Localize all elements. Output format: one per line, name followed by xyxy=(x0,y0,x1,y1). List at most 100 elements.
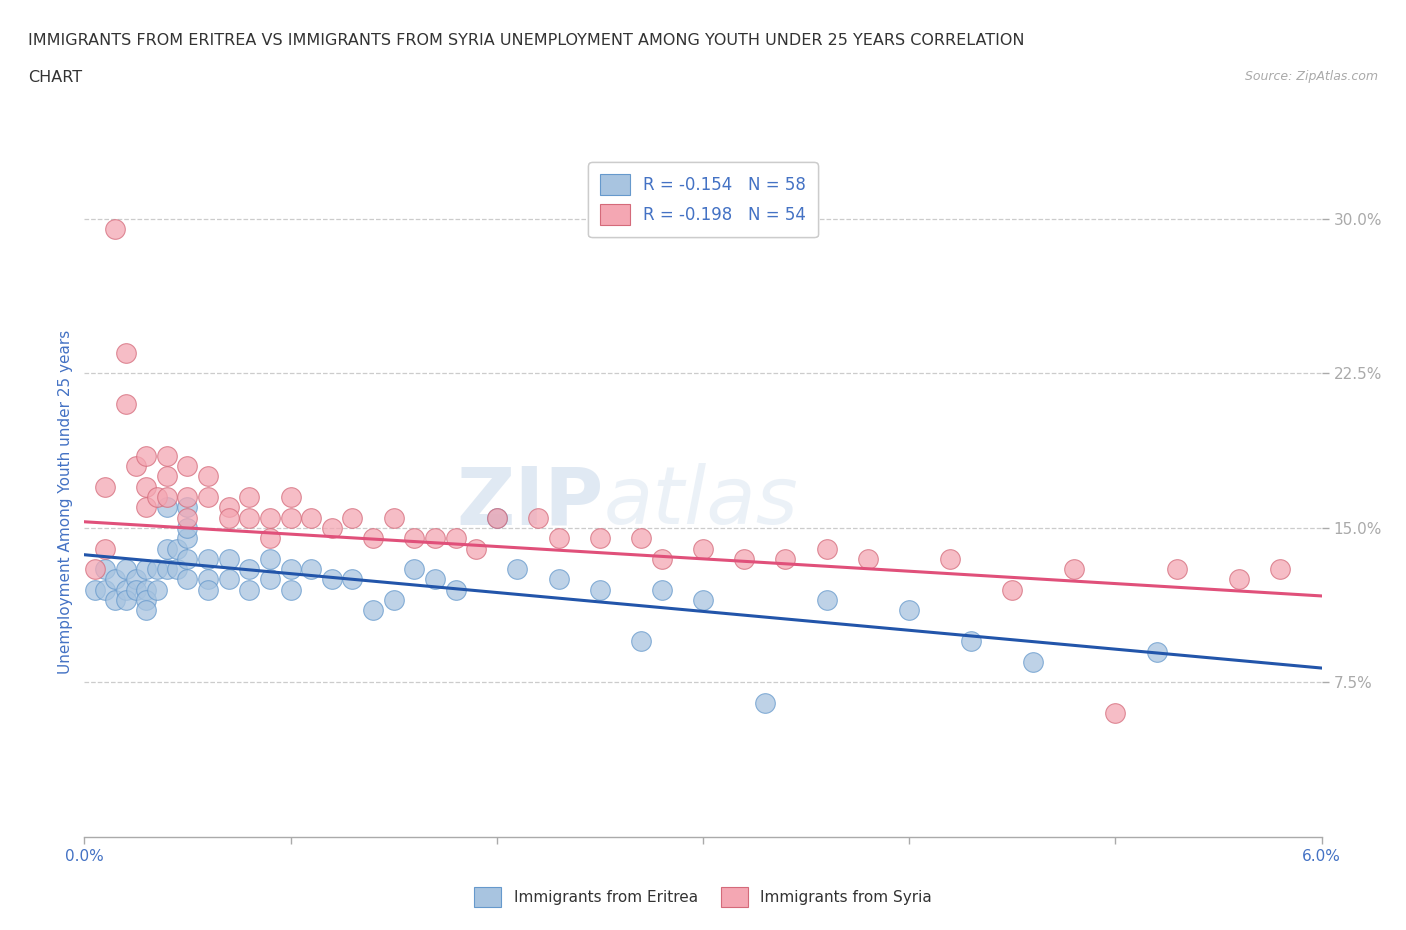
Point xyxy=(156,469,179,484)
Point xyxy=(960,634,983,649)
Point xyxy=(176,531,198,546)
Point xyxy=(547,572,569,587)
Point xyxy=(94,479,117,494)
Point xyxy=(135,592,157,607)
Point xyxy=(856,551,879,566)
Point xyxy=(135,448,157,463)
Point xyxy=(1104,706,1126,721)
Point xyxy=(547,531,569,546)
Point xyxy=(361,531,384,546)
Point xyxy=(342,572,364,587)
Point xyxy=(342,511,364,525)
Point xyxy=(1227,572,1250,587)
Point xyxy=(1146,644,1168,659)
Point xyxy=(145,582,167,597)
Point xyxy=(404,562,426,577)
Point xyxy=(135,500,157,515)
Point xyxy=(775,551,797,566)
Point xyxy=(135,479,157,494)
Point xyxy=(651,582,673,597)
Point xyxy=(299,511,322,525)
Point xyxy=(156,489,179,504)
Point xyxy=(156,500,179,515)
Point xyxy=(259,551,281,566)
Point xyxy=(197,489,219,504)
Point xyxy=(145,489,167,504)
Point xyxy=(125,582,148,597)
Point xyxy=(218,572,240,587)
Point xyxy=(135,582,157,597)
Point xyxy=(444,531,467,546)
Point xyxy=(527,511,550,525)
Point xyxy=(145,562,167,577)
Point xyxy=(506,562,529,577)
Point xyxy=(1001,582,1024,597)
Point xyxy=(176,458,198,473)
Legend: Immigrants from Eritrea, Immigrants from Syria: Immigrants from Eritrea, Immigrants from… xyxy=(468,882,938,913)
Point xyxy=(815,592,838,607)
Text: Source: ZipAtlas.com: Source: ZipAtlas.com xyxy=(1244,70,1378,83)
Point xyxy=(114,397,136,412)
Point xyxy=(321,572,343,587)
Point xyxy=(166,562,188,577)
Point xyxy=(321,521,343,536)
Point xyxy=(238,511,260,525)
Point xyxy=(1270,562,1292,577)
Point xyxy=(94,562,117,577)
Point xyxy=(114,345,136,360)
Point xyxy=(238,582,260,597)
Point xyxy=(589,582,612,597)
Y-axis label: Unemployment Among Youth under 25 years: Unemployment Among Youth under 25 years xyxy=(58,330,73,674)
Point xyxy=(259,511,281,525)
Point xyxy=(218,500,240,515)
Point xyxy=(444,582,467,597)
Point xyxy=(299,562,322,577)
Point xyxy=(1022,655,1045,670)
Text: CHART: CHART xyxy=(28,70,82,85)
Point xyxy=(651,551,673,566)
Point xyxy=(692,541,714,556)
Point xyxy=(898,603,921,618)
Point xyxy=(176,521,198,536)
Point xyxy=(135,562,157,577)
Point xyxy=(197,572,219,587)
Point xyxy=(218,511,240,525)
Point xyxy=(259,531,281,546)
Point xyxy=(176,489,198,504)
Text: IMMIGRANTS FROM ERITREA VS IMMIGRANTS FROM SYRIA UNEMPLOYMENT AMONG YOUTH UNDER : IMMIGRANTS FROM ERITREA VS IMMIGRANTS FR… xyxy=(28,33,1025,47)
Point xyxy=(114,582,136,597)
Point xyxy=(104,221,127,236)
Point xyxy=(238,562,260,577)
Point xyxy=(135,603,157,618)
Point xyxy=(94,541,117,556)
Point xyxy=(485,511,508,525)
Point xyxy=(280,582,302,597)
Point xyxy=(94,582,117,597)
Point xyxy=(83,582,105,597)
Point xyxy=(176,572,198,587)
Point xyxy=(218,551,240,566)
Point xyxy=(939,551,962,566)
Point xyxy=(156,562,179,577)
Point xyxy=(176,551,198,566)
Point xyxy=(114,562,136,577)
Point xyxy=(125,572,148,587)
Point xyxy=(83,562,105,577)
Point xyxy=(238,489,260,504)
Legend: R = -0.154   N = 58, R = -0.198   N = 54: R = -0.154 N = 58, R = -0.198 N = 54 xyxy=(588,163,818,237)
Point xyxy=(280,511,302,525)
Point xyxy=(280,489,302,504)
Point xyxy=(423,531,446,546)
Point xyxy=(630,531,652,546)
Point xyxy=(176,511,198,525)
Point xyxy=(361,603,384,618)
Point xyxy=(692,592,714,607)
Point xyxy=(465,541,488,556)
Text: ZIP: ZIP xyxy=(457,463,605,541)
Point xyxy=(176,500,198,515)
Point xyxy=(1063,562,1085,577)
Point xyxy=(104,572,127,587)
Point xyxy=(754,696,776,711)
Point xyxy=(156,448,179,463)
Point xyxy=(166,541,188,556)
